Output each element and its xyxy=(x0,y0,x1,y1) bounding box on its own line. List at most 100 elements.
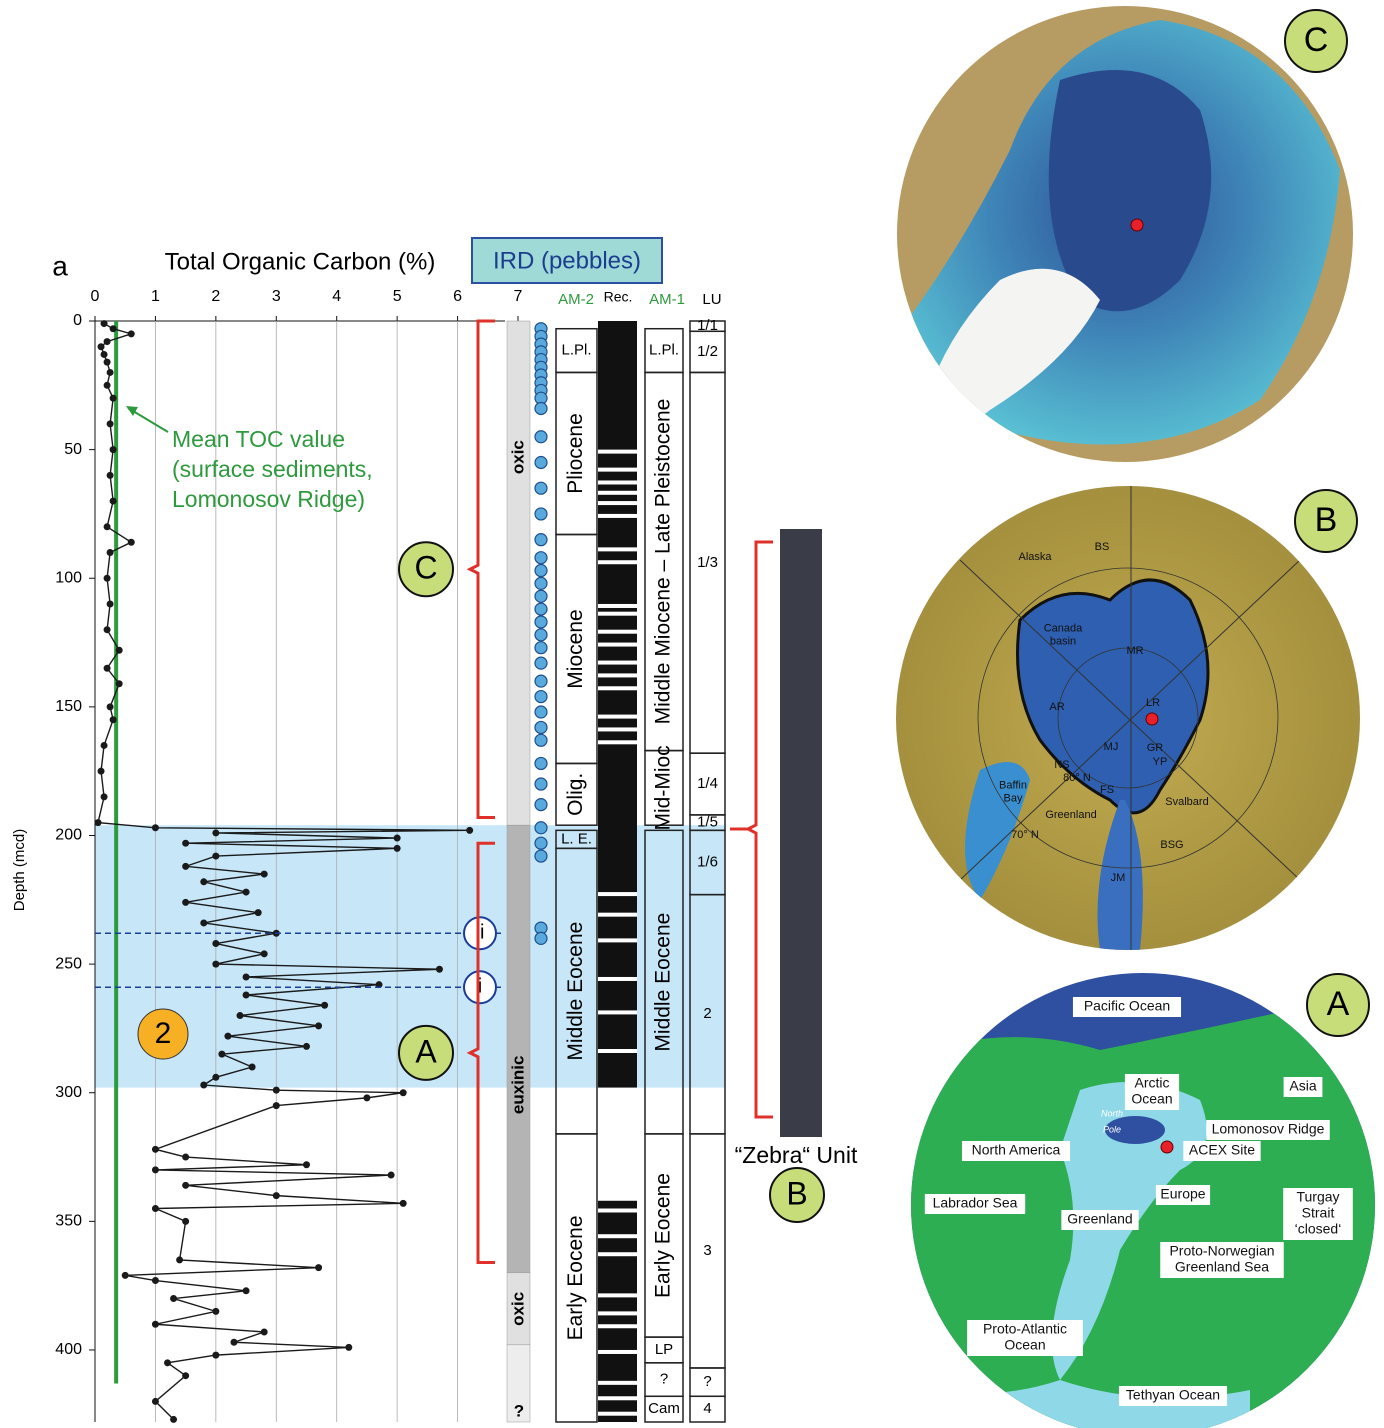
place-label: 80° N xyxy=(1063,772,1091,784)
toc-point xyxy=(104,665,111,672)
recovery-gap xyxy=(598,491,637,495)
ird-pebble xyxy=(535,629,547,641)
recovery-gap xyxy=(598,501,637,505)
ird-pebble xyxy=(535,402,547,414)
recovery-gap xyxy=(598,1252,637,1256)
y-tick-label: 300 xyxy=(55,1084,82,1101)
toc-point xyxy=(249,1064,256,1071)
recovery-gap xyxy=(598,938,637,942)
recovery-gap xyxy=(598,661,637,665)
toc-point xyxy=(107,600,114,607)
ird-pebble xyxy=(535,603,547,615)
y-axis-label: Depth (mcd) xyxy=(11,829,28,912)
recovery-gap xyxy=(598,514,637,518)
toc-point xyxy=(315,1022,322,1029)
recovery-gap xyxy=(598,1208,637,1212)
ird-pebble xyxy=(535,721,547,733)
y-tick-label: 0 xyxy=(73,312,82,329)
am1-label: Cam xyxy=(648,1400,680,1417)
toc-point xyxy=(345,1344,352,1351)
toc-point xyxy=(116,647,123,654)
toc-point xyxy=(152,1277,159,1284)
toc-point xyxy=(212,1308,219,1315)
place-label: LR xyxy=(1146,697,1160,709)
toc-point xyxy=(152,1205,159,1212)
recovery-gap xyxy=(598,1088,637,1201)
toc-point xyxy=(182,1154,189,1161)
mean-toc-note: Lomonosov Ridge) xyxy=(172,486,365,512)
recovery-column xyxy=(598,321,637,1422)
ird-pebble xyxy=(535,431,547,443)
place-label: 70° N xyxy=(1011,829,1039,841)
am1-label: L.Pl. xyxy=(649,342,679,359)
map-c xyxy=(897,6,1353,462)
toc-point xyxy=(101,793,108,800)
place-label: GR xyxy=(1147,742,1164,754)
toc-point xyxy=(182,1182,189,1189)
place-label: Arctic xyxy=(1135,1075,1170,1091)
place-label: Europe xyxy=(1160,1186,1205,1202)
place-label: North America xyxy=(972,1142,1061,1158)
toc-point xyxy=(212,961,219,968)
toc-point xyxy=(321,1002,328,1009)
redox-segment xyxy=(507,825,530,1273)
ird-pebble xyxy=(535,799,547,811)
toc-point xyxy=(182,1372,189,1379)
y-tick-label: 400 xyxy=(55,1341,82,1358)
ird-pebble xyxy=(535,456,547,468)
recovery-gap xyxy=(598,686,637,690)
recovery-gap xyxy=(598,1010,637,1014)
recovery-gap xyxy=(598,1396,637,1400)
ird-pebble xyxy=(535,778,547,790)
am2-label: L.Pl. xyxy=(561,342,591,359)
place-label: JM xyxy=(1111,872,1126,884)
recovery-gap xyxy=(598,1412,637,1416)
toc-point xyxy=(261,950,268,957)
toc-point xyxy=(230,1339,237,1346)
place-label: MR xyxy=(1126,645,1143,657)
place-label: BS xyxy=(1095,541,1110,553)
place-label: Ocean xyxy=(1131,1091,1172,1107)
toc-point xyxy=(273,1102,280,1109)
toc-point xyxy=(101,320,108,327)
lu-label: 4 xyxy=(703,1400,711,1417)
y-tick-label: 150 xyxy=(55,698,82,715)
bracket-label: C xyxy=(414,550,437,586)
toc-point xyxy=(273,1087,280,1094)
toc-point xyxy=(110,395,117,402)
place-label: Greenland xyxy=(1045,809,1096,821)
place-label: YP xyxy=(1153,756,1168,768)
arrowhead xyxy=(126,406,138,416)
ird-pebble xyxy=(535,534,547,546)
toc-point xyxy=(261,1328,268,1335)
ird-pebble xyxy=(535,590,547,602)
toc-point xyxy=(164,1359,171,1366)
recovery-gap xyxy=(598,547,637,551)
place-label: Svalbard xyxy=(1165,796,1208,808)
recovery-gap xyxy=(598,612,637,616)
ird-pebble xyxy=(535,822,547,834)
ird-pebble xyxy=(535,657,547,669)
am2-label: L. E. xyxy=(561,830,592,847)
y-tick-label: 350 xyxy=(55,1213,82,1230)
place-label: Strait xyxy=(1302,1205,1335,1221)
lu-label: 2 xyxy=(703,1005,711,1022)
toc-point xyxy=(182,899,189,906)
place-label: Bay xyxy=(1004,792,1023,804)
ird-pebble xyxy=(535,734,547,746)
am1-label: ? xyxy=(660,1371,668,1388)
toc-point xyxy=(104,359,111,366)
place-label: BSG xyxy=(1160,839,1183,851)
recovery-gap xyxy=(598,560,637,564)
toc-point xyxy=(152,1146,159,1153)
recovery-gap xyxy=(598,468,637,472)
recovery-gap xyxy=(598,727,637,731)
core-photo xyxy=(780,529,822,1137)
ird-pebble xyxy=(535,757,547,769)
ird-pebble xyxy=(535,565,547,577)
x-tick-label: 1 xyxy=(151,288,160,305)
toc-point xyxy=(104,575,111,582)
am1-label: LP xyxy=(655,1341,673,1358)
am2-label: Miocene xyxy=(564,609,587,688)
core-marker-label: B xyxy=(786,1175,807,1211)
